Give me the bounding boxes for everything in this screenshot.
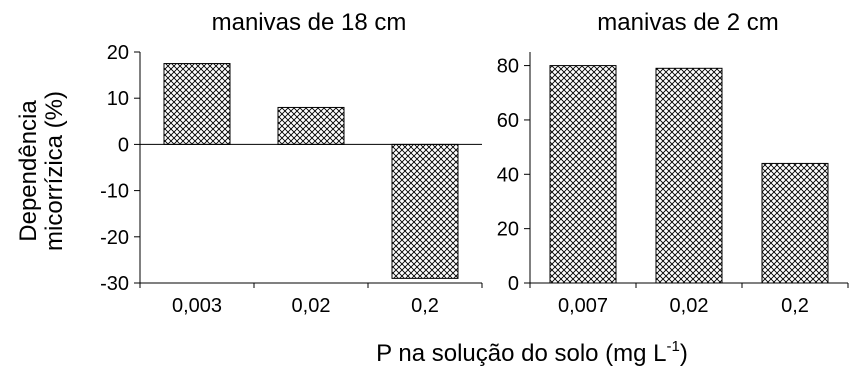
y-tick-labels: 80 60 40 20 0: [497, 56, 519, 295]
x-tick-labels: 0,007 0,02 0,2: [558, 295, 809, 317]
x-tick-label: 0,2: [781, 295, 809, 317]
x-axis-label-main: P na solução do solo (mg L: [376, 340, 666, 367]
x-tick-labels: 0,003 0,02 0,2: [172, 295, 439, 317]
y-tick-label: 10: [107, 88, 129, 110]
bar: [549, 65, 617, 284]
y-tick-label: -30: [100, 273, 129, 295]
x-axis-label: P na solução do solo (mg L-1): [376, 338, 688, 367]
x-tick-label: 0,2: [411, 295, 439, 317]
x-tick-label: 0,02: [292, 295, 331, 317]
y-tick-label: 60: [497, 110, 519, 132]
chart-title: manivas de 18 cm: [212, 9, 407, 36]
bar: [277, 106, 345, 145]
bar: [163, 63, 231, 145]
axes: [134, 51, 483, 288]
y-tick-label: 0: [508, 273, 519, 295]
y-tick-label: 20: [107, 42, 129, 64]
bar: [761, 162, 829, 284]
x-tick-label: 0,007: [558, 295, 608, 317]
bars: [163, 63, 459, 279]
bar: [655, 67, 723, 284]
axes: [524, 52, 849, 288]
y-tick-label: -20: [100, 227, 129, 249]
y-tick-label: 0: [118, 134, 129, 156]
bar: [391, 143, 459, 279]
x-tick-label: 0,02: [670, 295, 709, 317]
x-axis-label-superscript: -1: [667, 338, 680, 355]
y-tick-label: 20: [497, 219, 519, 241]
chart-title: manivas de 2 cm: [597, 9, 778, 36]
y-tick-label: 80: [497, 56, 519, 78]
x-axis-label-close: ): [680, 340, 688, 367]
y-axis-label-line-2: micorrízica (%): [41, 91, 68, 251]
y-axis-label-line-1: Dependência: [15, 100, 42, 242]
chart-18cm: manivas de 18 cm Dependência micorrízica…: [15, 9, 483, 317]
x-tick-label: 0,003: [172, 295, 222, 317]
y-tick-label: -10: [100, 181, 129, 203]
y-axis-label: Dependência micorrízica (%): [15, 91, 68, 251]
bars: [549, 65, 829, 284]
chart-2cm: manivas de 2 cm 80 60 40 20 0 0,007 0,02 0,2: [497, 9, 849, 317]
y-tick-labels: 20 10 0 -10 -20 -30: [100, 42, 129, 295]
y-tick-label: 40: [497, 164, 519, 186]
